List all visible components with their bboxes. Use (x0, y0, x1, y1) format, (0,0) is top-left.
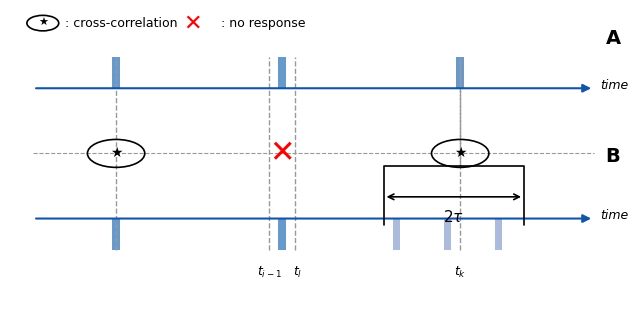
Text: time: time (600, 79, 628, 92)
Text: A: A (605, 29, 621, 48)
Text: ✕: ✕ (269, 139, 294, 168)
Text: : no response: : no response (221, 17, 306, 30)
Text: ★: ★ (110, 146, 122, 160)
Text: B: B (605, 147, 621, 166)
Text: ★: ★ (38, 18, 48, 28)
Text: : cross-correlation: : cross-correlation (65, 17, 178, 30)
FancyBboxPatch shape (112, 57, 120, 88)
Text: $t_{i-1}$: $t_{i-1}$ (257, 265, 282, 280)
FancyBboxPatch shape (278, 57, 285, 88)
FancyBboxPatch shape (278, 218, 285, 249)
Text: time: time (600, 209, 628, 222)
Text: $t_k$: $t_k$ (454, 265, 467, 280)
Text: $t_l$: $t_l$ (293, 265, 302, 280)
FancyBboxPatch shape (393, 218, 400, 249)
Text: ✕: ✕ (183, 13, 202, 33)
FancyBboxPatch shape (456, 57, 464, 88)
Text: ★: ★ (454, 146, 467, 160)
FancyBboxPatch shape (495, 218, 502, 249)
Text: $2\tau$: $2\tau$ (444, 209, 464, 225)
FancyBboxPatch shape (112, 218, 120, 249)
FancyBboxPatch shape (444, 218, 451, 249)
